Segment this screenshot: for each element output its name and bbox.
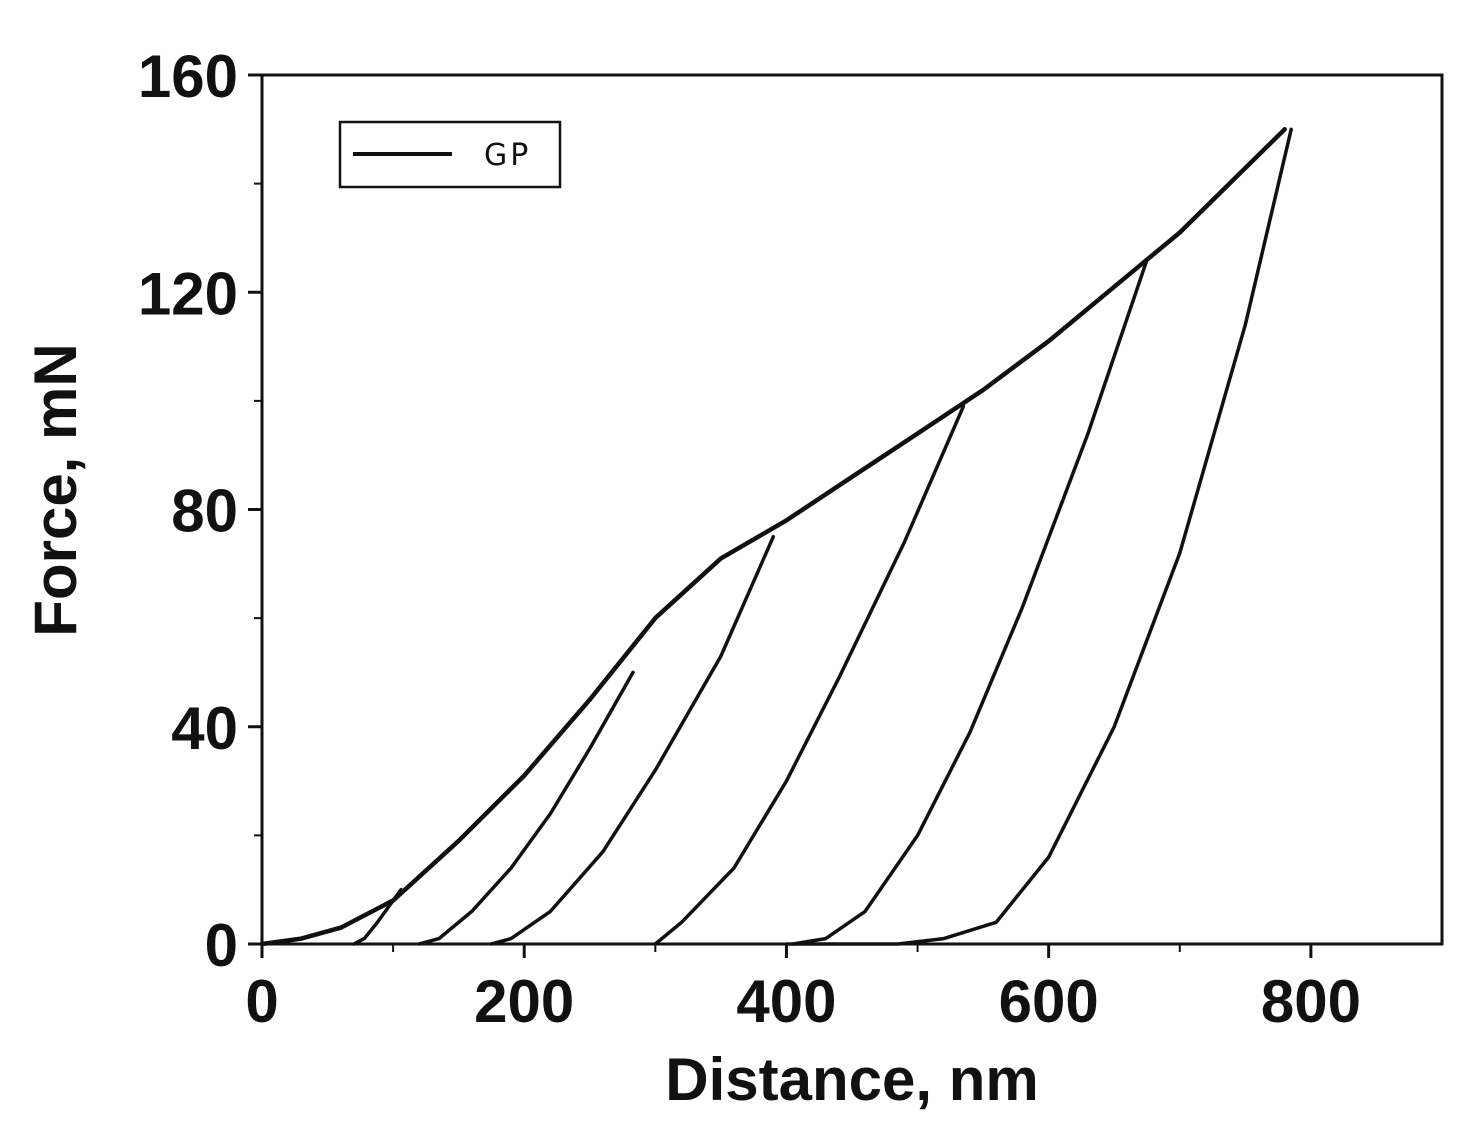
series-line-unloading-4 xyxy=(653,404,966,946)
plot-area xyxy=(259,127,1293,947)
y-tick-label: 0 xyxy=(205,912,238,979)
y-tick-label: 120 xyxy=(138,260,238,327)
x-axis-label: Distance, nm xyxy=(665,1046,1038,1113)
legend: GP xyxy=(338,120,562,189)
x-tick-label: 400 xyxy=(736,968,836,1035)
legend-entry-gp: GP xyxy=(484,138,531,173)
series-line-unloading-1 xyxy=(352,887,403,946)
y-tick-label: 40 xyxy=(171,695,238,762)
series-line-unloading-6 xyxy=(784,127,1293,946)
x-tick-label: 600 xyxy=(999,968,1099,1035)
x-tick-label: 800 xyxy=(1261,968,1361,1035)
series-line-loading xyxy=(259,127,1287,947)
x-tick-label: 0 xyxy=(245,968,278,1035)
y-axis-label: Force, mN xyxy=(22,343,89,636)
series-line-unloading-2 xyxy=(417,670,635,946)
series-line-unloading-3 xyxy=(489,534,776,946)
series-line-unloading-5 xyxy=(791,257,1149,946)
axis-ticks xyxy=(248,73,1313,958)
x-tick-label: 200 xyxy=(474,968,574,1035)
plot-frame xyxy=(260,73,1444,946)
y-tick-label: 160 xyxy=(138,43,238,110)
y-tick-label: 80 xyxy=(171,478,238,545)
tick-labels: 0 200 400 600 800 0 40 80 120 160 xyxy=(138,43,1361,1035)
